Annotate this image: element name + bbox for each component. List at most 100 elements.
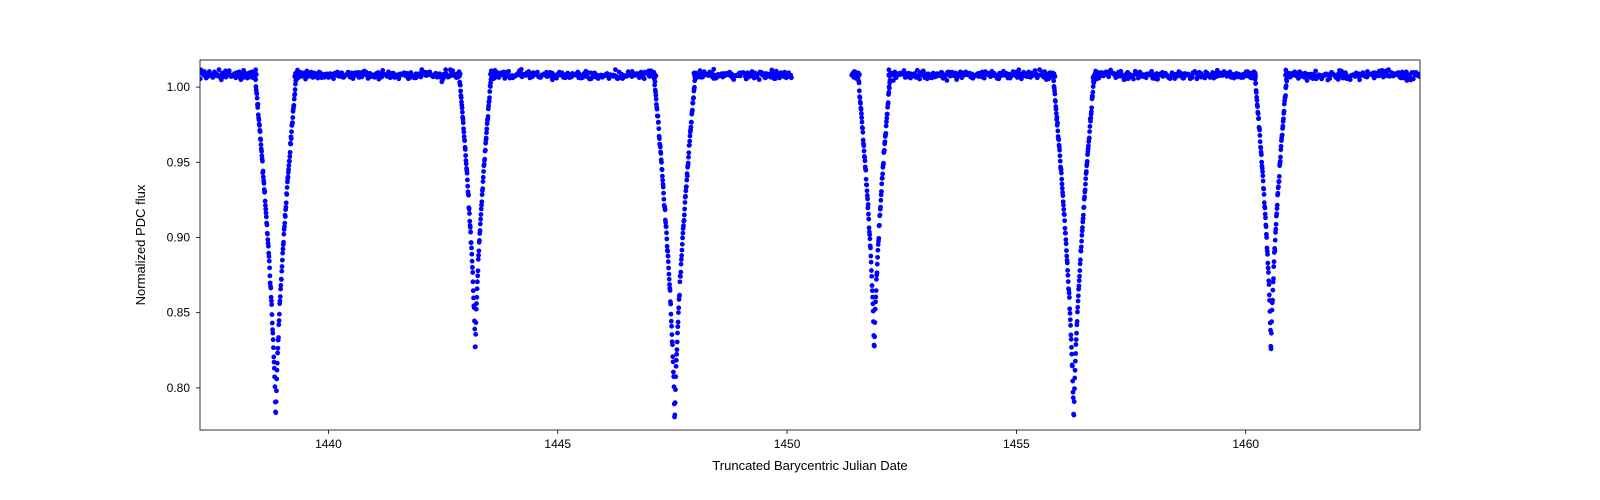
data-point [1062, 218, 1067, 223]
data-point [1348, 77, 1353, 82]
data-point [1257, 128, 1262, 133]
data-point [478, 222, 483, 227]
data-point [1357, 77, 1362, 82]
data-point [268, 286, 273, 291]
data-point [1253, 81, 1258, 86]
data-point [1061, 207, 1066, 212]
data-point [683, 200, 688, 205]
data-point [474, 301, 479, 306]
data-point [1254, 90, 1259, 95]
data-point [866, 217, 871, 222]
data-point [277, 318, 282, 323]
data-point [1072, 399, 1077, 404]
data-point [666, 259, 671, 264]
data-point [863, 168, 868, 173]
data-point [1087, 129, 1092, 134]
data-point [463, 153, 468, 158]
data-point [660, 167, 665, 172]
data-point [674, 364, 679, 369]
data-point [475, 286, 480, 291]
data-point [1269, 346, 1274, 351]
data-point [1075, 310, 1080, 315]
data-point [674, 352, 679, 357]
data-point [676, 305, 681, 310]
data-point [1069, 345, 1074, 350]
data-point [1062, 212, 1067, 217]
data-point [868, 236, 873, 241]
data-point [278, 294, 283, 299]
y-tick-label: 0.95 [167, 155, 191, 169]
data-point [864, 182, 869, 187]
data-point [1057, 148, 1062, 153]
data-point [483, 148, 488, 153]
data-point [711, 67, 716, 72]
data-point [664, 224, 669, 229]
data-point [673, 400, 678, 405]
data-point [468, 230, 473, 235]
data-point [883, 139, 888, 144]
data-point [1059, 171, 1064, 176]
data-point [259, 149, 264, 154]
data-point [465, 171, 470, 176]
data-point [1089, 105, 1094, 110]
data-point [1269, 331, 1274, 336]
data-point [1069, 333, 1074, 338]
data-point [267, 259, 272, 264]
data-point [1278, 155, 1283, 160]
data-point [284, 205, 289, 210]
data-point [281, 232, 286, 237]
data-point [1190, 75, 1195, 80]
data-point [276, 346, 281, 351]
data-point [661, 197, 666, 202]
data-point [1073, 351, 1078, 356]
data-point [642, 76, 647, 81]
data-point [460, 110, 465, 115]
data-point [853, 74, 858, 79]
data-point [659, 160, 664, 165]
data-point [1279, 144, 1284, 149]
data-point [691, 95, 696, 100]
data-point [875, 262, 880, 267]
data-point [276, 335, 281, 340]
data-point [682, 213, 687, 218]
data-point [470, 270, 475, 275]
data-point [1284, 79, 1289, 84]
data-point [1265, 261, 1270, 266]
data-point [1085, 159, 1090, 164]
data-point [1068, 311, 1073, 316]
data-point [274, 377, 279, 382]
data-point [476, 268, 481, 273]
x-tick-label: 1455 [1003, 437, 1030, 451]
data-point [672, 413, 677, 418]
data-point [290, 120, 295, 125]
data-point [198, 76, 203, 81]
data-point [271, 355, 276, 360]
data-point [1258, 139, 1263, 144]
data-point [690, 108, 695, 113]
data-point [1260, 173, 1265, 178]
data-point [864, 177, 869, 182]
data-point [269, 302, 274, 307]
data-point [663, 207, 668, 212]
data-point [875, 255, 880, 260]
data-point [1258, 145, 1263, 150]
x-tick-label: 1450 [774, 437, 801, 451]
data-point [464, 161, 469, 166]
data-point [1071, 413, 1076, 418]
data-point [675, 347, 680, 352]
data-point [1260, 169, 1265, 174]
data-point [678, 270, 683, 275]
data-point [258, 137, 263, 142]
data-point [866, 202, 871, 207]
data-point [878, 198, 883, 203]
data-point [460, 106, 465, 111]
data-point [654, 97, 659, 102]
data-point [657, 136, 662, 141]
data-point [1274, 222, 1279, 227]
data-point [1273, 227, 1278, 232]
data-point [658, 145, 663, 150]
data-point [860, 126, 865, 131]
x-axis-label: Truncated Barycentric Julian Date [712, 458, 907, 473]
data-point [1275, 203, 1280, 208]
data-point [280, 251, 285, 256]
